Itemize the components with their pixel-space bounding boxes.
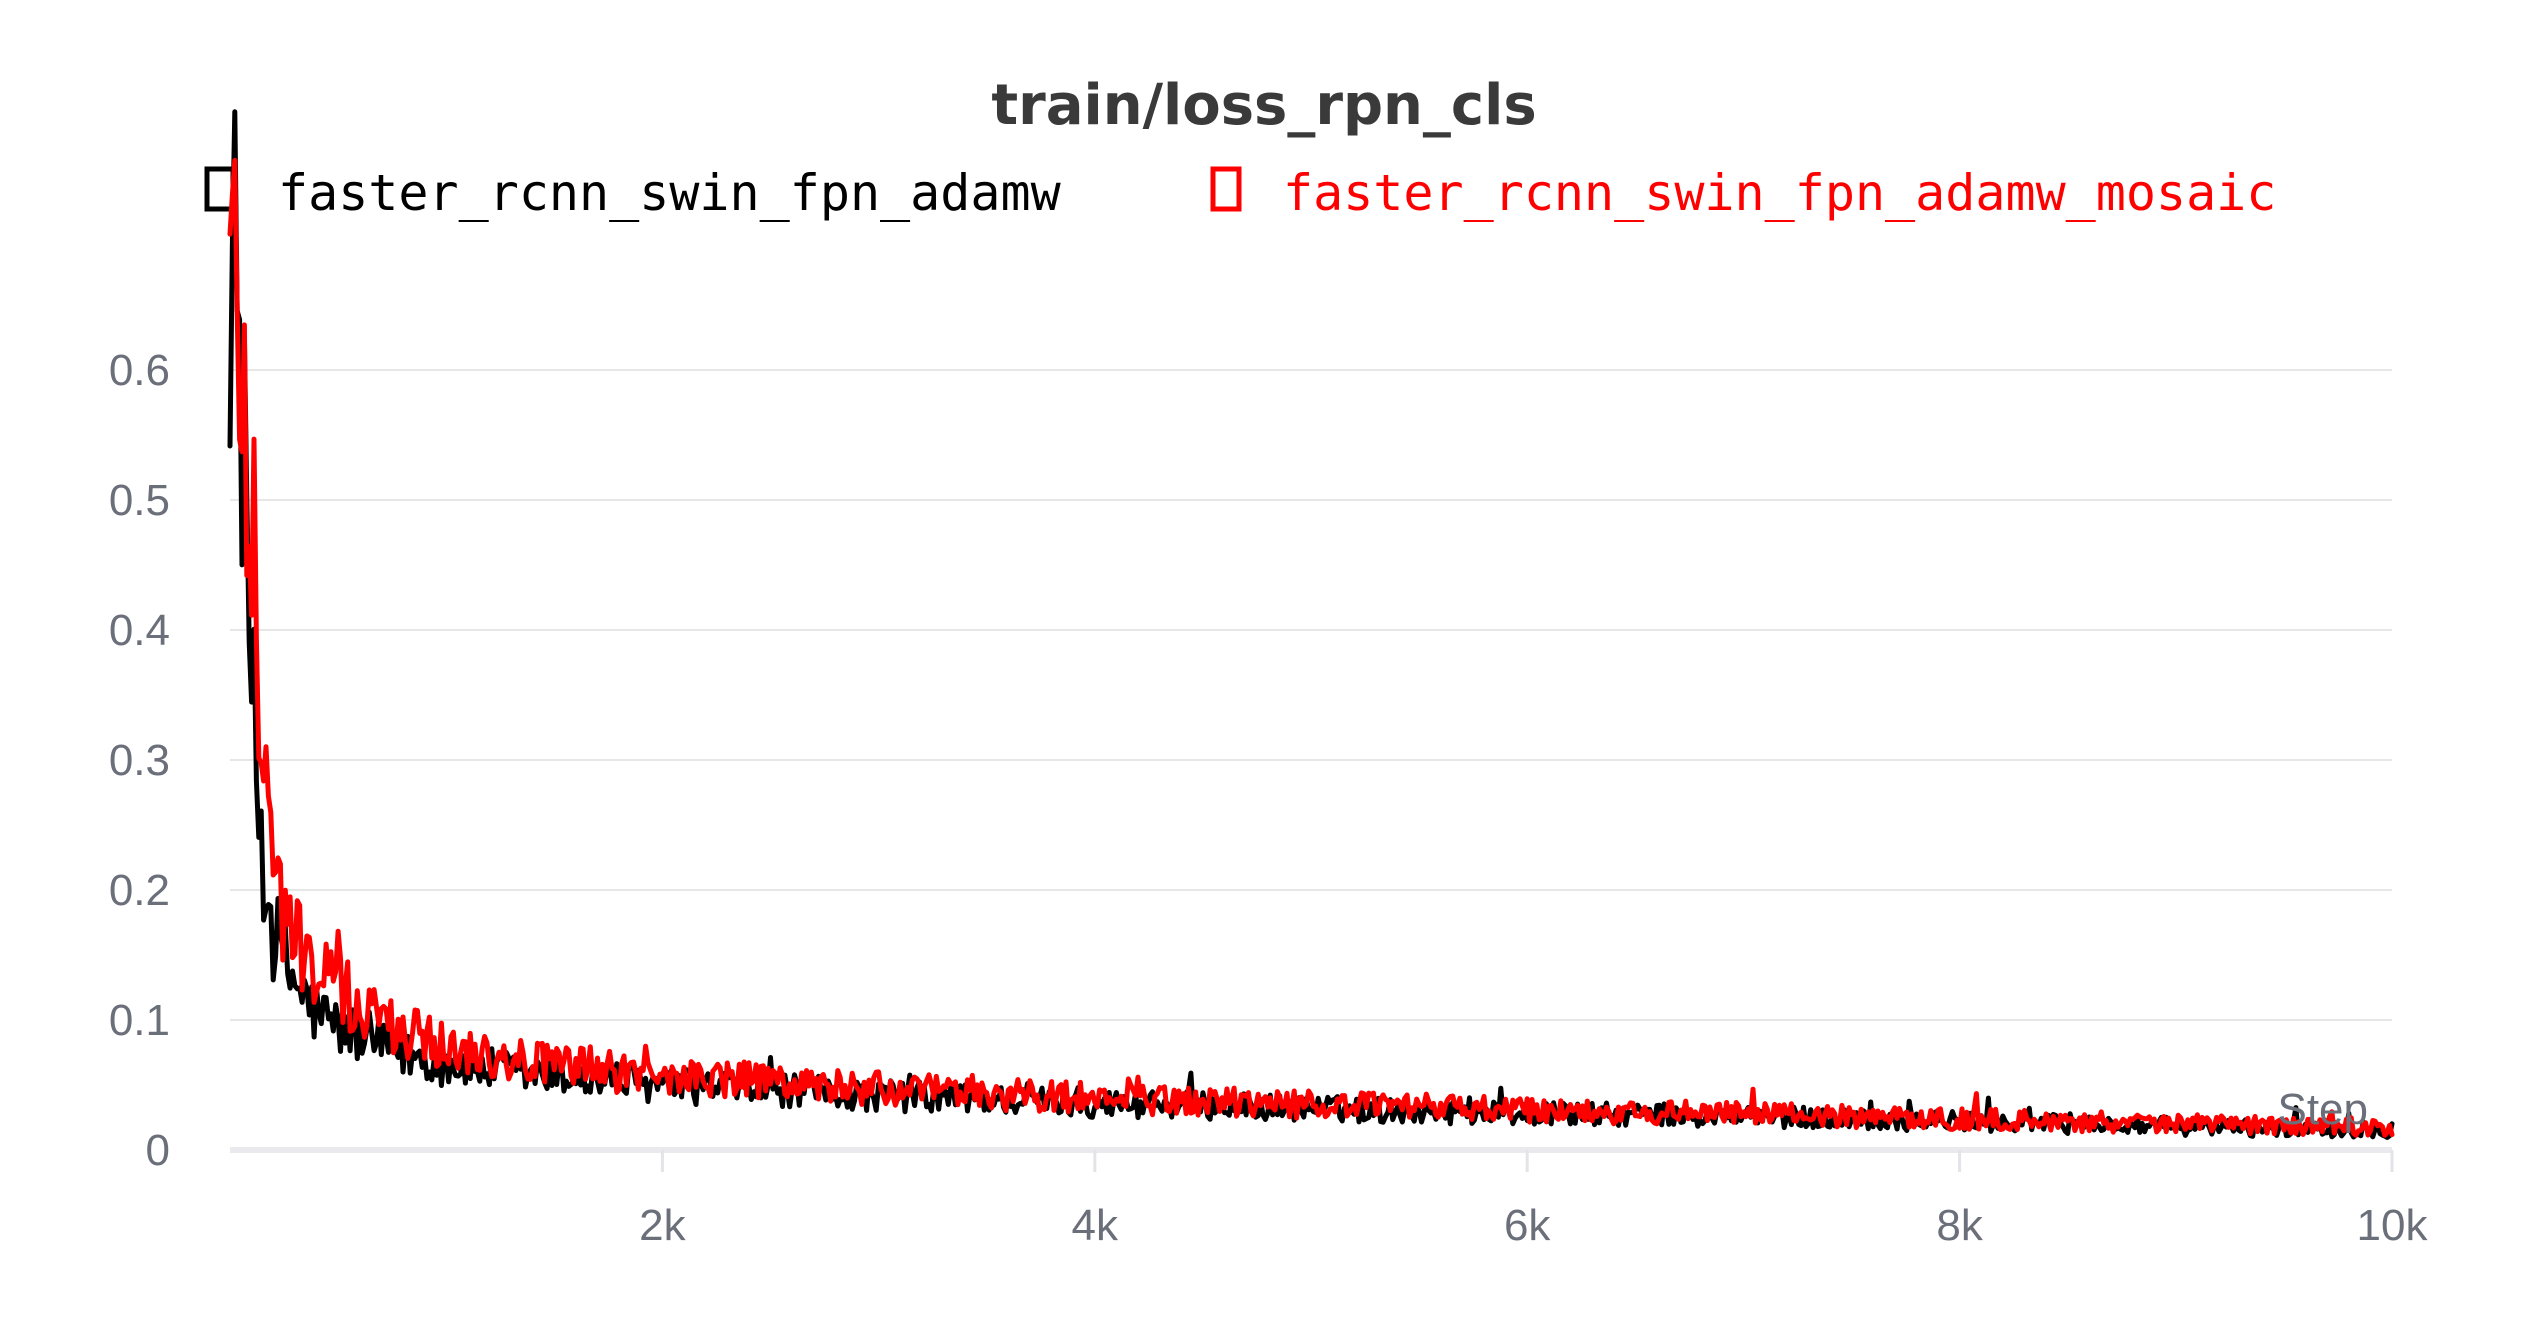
y-tick-label: 0.2 [109,866,170,915]
legend-swatch-adamw [204,166,236,212]
y-tick-label: 0.1 [109,996,170,1045]
axes: 0 0.1 0.2 0.3 0.4 0.5 0.6 2k 4k 6k 8k 10k [109,346,2429,1250]
chart-title: train/loss_rpn_cls [991,73,1536,138]
x-tick-label: 6k [1504,1201,1551,1250]
x-tick-label: 10k [2357,1201,2429,1250]
legend-swatch-mosaic [1210,166,1242,212]
x-axis-label: Step [2277,1085,2368,1134]
y-tick-label: 0.4 [109,606,170,655]
series-line-adamw[interactable] [227,109,2395,1140]
grid [230,369,2392,1021]
x-tick-label: 8k [1936,1201,1983,1250]
y-tick-label: 0.5 [109,476,170,525]
y-tick-label: 0 [146,1126,170,1175]
legend-label-mosaic: faster_rcnn_swin_fpn_adamw_mosaic [1283,164,2276,222]
y-tick-label: 0.3 [109,736,170,785]
legend-item-adamw[interactable]: faster_rcnn_swin_fpn_adamw [204,164,1062,222]
series [227,109,2395,1140]
x-tick-label: 2k [639,1201,686,1250]
legend: faster_rcnn_swin_fpn_adamw faster_rcnn_s… [204,164,2276,222]
legend-item-mosaic[interactable]: faster_rcnn_swin_fpn_adamw_mosaic [1210,164,2276,222]
x-tick-label: 4k [1072,1201,1119,1250]
y-tick-label: 0.6 [109,346,170,395]
legend-label-adamw: faster_rcnn_swin_fpn_adamw [278,164,1062,222]
series-line-mosaic[interactable] [227,157,2395,1138]
